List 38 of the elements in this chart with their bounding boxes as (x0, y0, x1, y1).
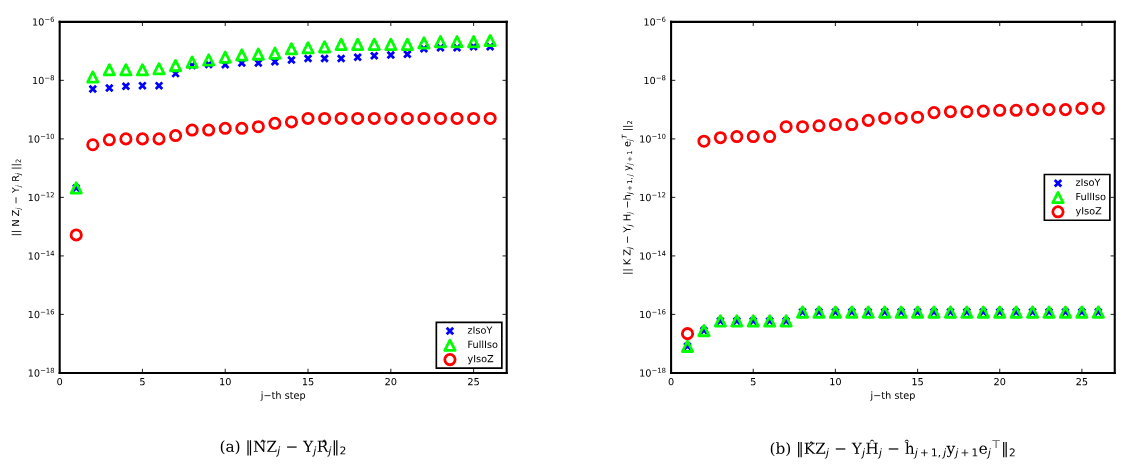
y-tick-label: 10$^{−10}$ (640, 133, 666, 143)
legend-label: zIsoY (467, 326, 493, 334)
y-axis-title: || N Z$_{j}$ − Y$_{j}$ R$_{j}$ ||$_{2}$ (11, 159, 23, 236)
y-tick-label: 10$^{−18}$ (28, 367, 55, 377)
y-tick-label: 10$^{−12}$ (28, 192, 54, 202)
x-tick-label: 5 (750, 378, 756, 386)
x-tick-label: 10 (830, 377, 841, 386)
x-tick-label: 25 (1076, 377, 1088, 386)
legend-label: FullIso (1076, 192, 1106, 201)
y-tick-label: 10$^{−12}$ (640, 192, 666, 202)
y-tick-label: 10$^{−16}$ (28, 309, 55, 319)
chart-title: (b) ‖K̂Z$_{j}$ − Y$_{j}$Ĥ$_{j}$ − ĥ$_{j+1,j}$y$_{j+1}$e$_{j}$$^{⊤}$‖$_{2}$ (770, 439, 1015, 459)
x-tick-label: 20 (994, 377, 1006, 386)
y-tick-label: 10$^{−18}$ (640, 367, 666, 377)
text: (a) ‖N̂Z$_{j}$ − Y$_{j}$R̂$_{j}$‖$_{2}$ (220, 439, 346, 457)
legend-label: yIsoZ (1075, 207, 1102, 217)
x-tick-label: 5 (140, 378, 145, 386)
x-tick-label: 10 (220, 377, 231, 386)
y-tick-label: 10$^{−14}$ (28, 250, 55, 260)
x-tick-label: 15 (302, 378, 314, 386)
y-tick-label: 10$^{−6}$ (644, 16, 666, 26)
legend-label: zIsoY (1075, 178, 1101, 186)
x-tick-label: 15 (912, 378, 923, 386)
y-tick-label: 10$^{−16}$ (640, 309, 666, 319)
x-tick-label: 20 (385, 377, 397, 386)
y-tick-label: 10$^{−14}$ (640, 250, 666, 260)
y-tick-label: 10$^{−6}$ (33, 16, 55, 26)
y-tick-label: 10$^{−10}$ (28, 133, 55, 143)
x-axis-title: j−th step (870, 391, 915, 401)
x-axis-title: j−th step (260, 391, 306, 401)
y-tick-label: 10$^{−8}$ (33, 75, 54, 85)
legend-label: FullIso (468, 340, 498, 349)
x-tick-label: 25 (468, 377, 479, 386)
y-tick-label: 10$^{−8}$ (644, 75, 666, 85)
x-tick-label: 0 (668, 377, 674, 386)
x-tick-label: 0 (57, 377, 63, 386)
text: || K Z$_{j}$ − Y$_{j}$ H$_{j}$ −h$_{j+1,j}$ y$_{j+1}$ e$_{j}$$^{T}$ ||$_{2}$ (621, 120, 634, 274)
legend-label: yIsoZ (467, 355, 494, 365)
